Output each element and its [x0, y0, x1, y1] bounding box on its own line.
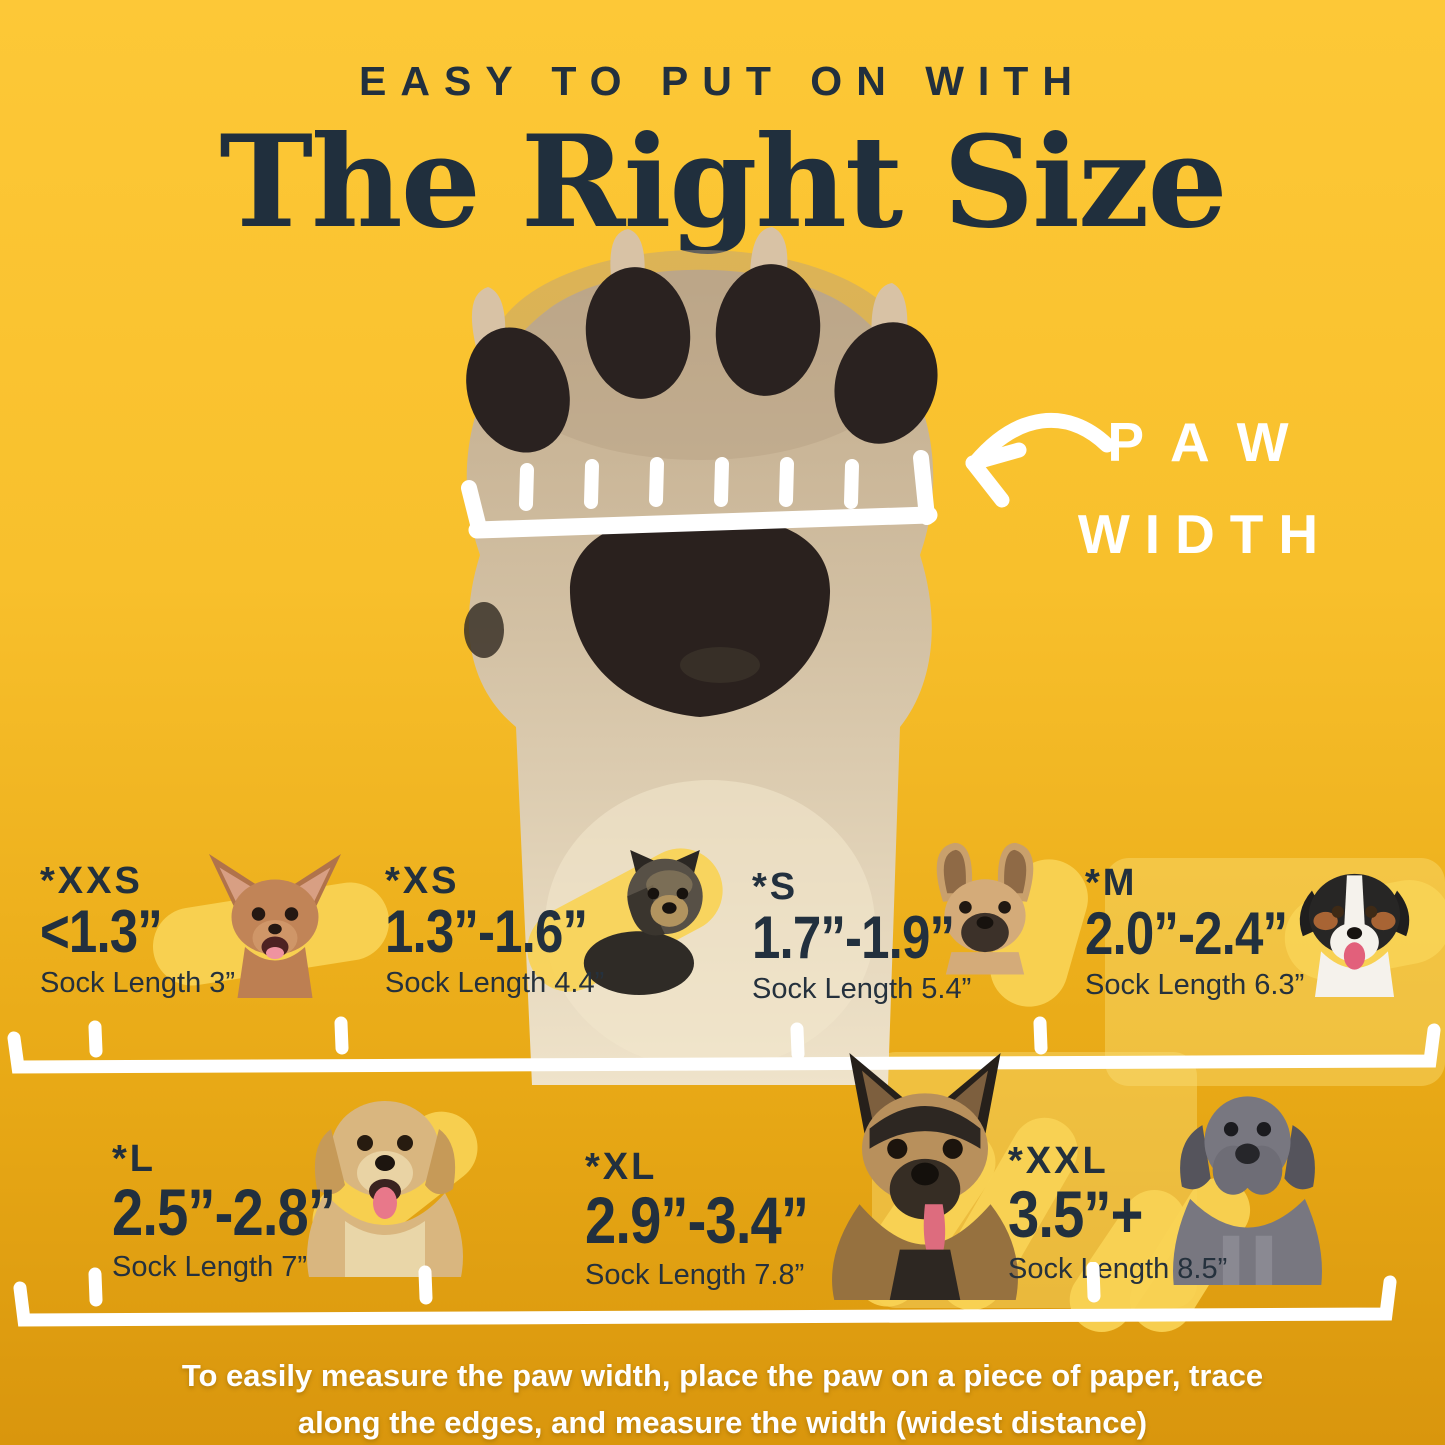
size-label: *XXS [40, 860, 143, 902]
size-range: 2.9”-3.4” [585, 1183, 809, 1257]
dog-paw-photo [464, 227, 938, 1085]
size-block-xxl: *XXL 3.5”+ Sock Length 8.5” [1008, 1142, 1227, 1286]
french-bulldog-photo [936, 842, 1034, 975]
sock-length: Sock Length 7” [112, 1251, 308, 1284]
german-shepherd-photo [832, 1053, 1018, 1300]
size-label: *XXL [1008, 1140, 1109, 1182]
size-range: 1.3”-1.6” [385, 898, 588, 965]
size-block-xs: *XS 1.3”-1.6” Sock Length 4.4” [385, 862, 623, 1000]
size-range: 2.0”-2.4” [1085, 900, 1288, 967]
sock-length: Sock Length 7.8” [585, 1259, 805, 1292]
curved-arrow-left-icon [965, 412, 1115, 508]
size-range: 1.7”-1.9” [752, 904, 955, 971]
hand-drawn-ruler [461, 450, 938, 539]
hand-drawn-bracket-row2 [13, 1262, 1397, 1327]
paw-width-annotation: PAW WIDTH [1048, 396, 1348, 580]
hand-drawn-bracket-row1 [7, 1016, 1441, 1074]
sock-length: Sock Length 8.5” [1008, 1253, 1228, 1286]
size-range: 2.5”-2.8” [112, 1175, 336, 1249]
instructions-line1: To easily measure the paw width, place t… [181, 1358, 1264, 1393]
page-title: The Right Size [219, 108, 1227, 256]
size-block-xl: *XL 2.9”-3.4” Sock Length 7.8” [585, 1148, 847, 1292]
sock-length: Sock Length 3” [40, 967, 236, 999]
size-block-s: *S 1.7”-1.9” Sock Length 5.4” [752, 868, 990, 1006]
size-block-l: *L 2.5”-2.8” Sock Length 7” [112, 1140, 374, 1284]
chihuahua-photo [209, 854, 341, 998]
sock-length: Sock Length 5.4” [752, 973, 972, 1005]
kicker-title: EASY TO PUT ON WITH [359, 58, 1086, 104]
size-range: <1.3” [40, 898, 163, 965]
measuring-instructions: To easily measure the paw width, place t… [0, 1352, 1445, 1445]
golden-retriever-photo [307, 1101, 463, 1277]
sock-length: Sock Length 4.4” [385, 967, 605, 999]
instructions-line2: along the edges, and measure the width (… [297, 1405, 1148, 1440]
australian-shepherd-photo [1299, 873, 1410, 997]
sock-length: Sock Length 6.3” [1085, 969, 1305, 1001]
size-label: *XS [385, 860, 460, 902]
size-label: *XL [585, 1146, 658, 1188]
great-dane-photo [1173, 1096, 1322, 1285]
yorkshire-terrier-puppy-photo [583, 850, 703, 995]
size-label: *S [752, 866, 799, 908]
paw-width-line1: PAW [1107, 411, 1319, 473]
size-range: 3.5”+ [1008, 1177, 1143, 1251]
size-label: *M [1085, 862, 1138, 904]
size-block-m: *M 2.0”-2.4” Sock Length 6.3” [1085, 864, 1323, 1002]
size-label: *L [112, 1138, 156, 1180]
paw-width-line2: WIDTH [1077, 503, 1334, 565]
size-block-xxs: *XXS <1.3” Sock Length 3” [40, 862, 235, 1000]
